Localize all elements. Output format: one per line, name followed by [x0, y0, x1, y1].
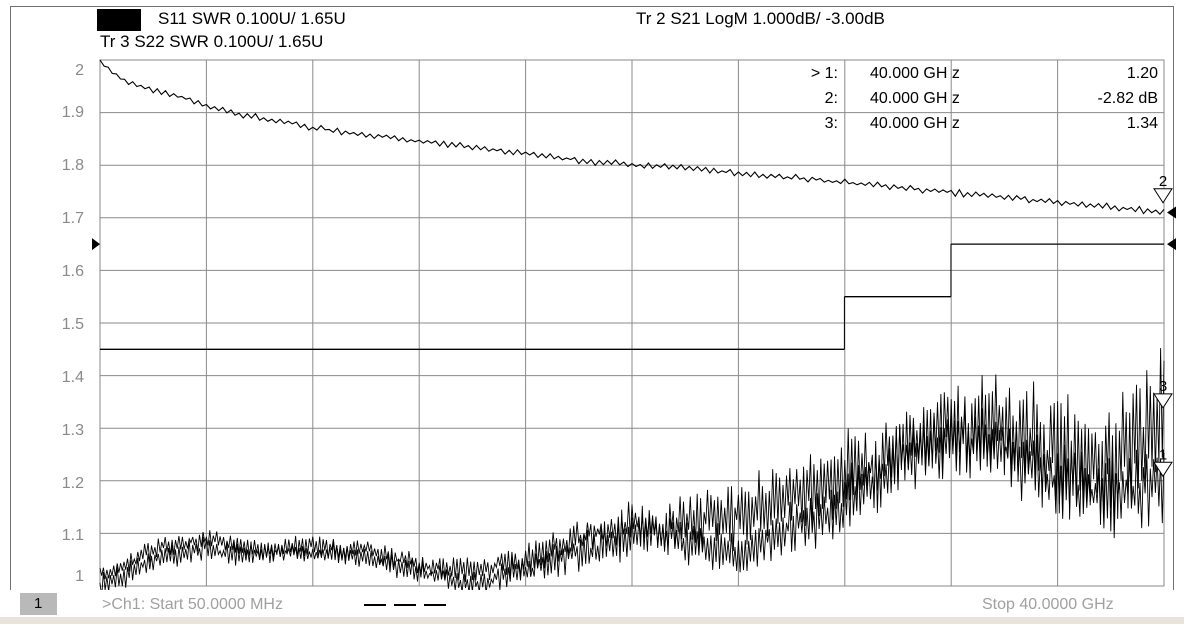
marker-3-value: 1.34: [1126, 115, 1158, 132]
marker-flag: [1153, 188, 1173, 204]
y-tick-label: 2: [75, 62, 84, 79]
marker-flag-label: 3: [1159, 378, 1167, 395]
channel-number-button[interactable]: 1: [20, 593, 57, 615]
trace2-label[interactable]: Tr 2 S21 LogM 1.000dB/ -3.00dB: [636, 9, 885, 28]
plot-area[interactable]: 2 3 1: [0, 0, 1184, 600]
reference-arrow-right: [1167, 206, 1176, 219]
marker-1-name: > 1:: [810, 65, 838, 82]
y-tick-label: 1.7: [61, 210, 84, 227]
start-frequency[interactable]: >Ch1: Start 50.0000 MHz: [102, 596, 283, 613]
marker-3-name: 3:: [824, 115, 838, 132]
y-tick-label: 1.9: [61, 104, 84, 121]
marker-flag: [1153, 461, 1173, 478]
trace1-color-swatch[interactable]: [97, 9, 141, 31]
y-tick-label: 1.6: [61, 263, 84, 280]
ch1-dash-pattern: [364, 604, 452, 606]
y-tick-label: 1: [75, 568, 84, 585]
marker-flag-label: 2: [1159, 173, 1167, 190]
trace1-label[interactable]: S11 SWR 0.100U/ 1.65U: [158, 9, 346, 28]
marker-3-freq: 40.000 GH z: [870, 115, 960, 132]
marker-2-freq: 40.000 GH z: [870, 90, 960, 107]
trace-2-s21: [99, 59, 1165, 216]
marker-flag-label: 1: [1159, 446, 1167, 463]
marker-1-value: 1.20: [1126, 65, 1158, 82]
y-tick-label: 1.8: [61, 157, 84, 174]
y-tick-label: 1.2: [61, 475, 84, 492]
marker-2-name: 2:: [824, 90, 838, 107]
y-tick-label: 1.3: [61, 422, 84, 439]
frame-right: [1173, 6, 1174, 616]
frame-left: [10, 6, 11, 616]
y-tick-label: 1.4: [61, 369, 84, 386]
reference-arrow-left: [92, 238, 100, 251]
marker-2-value: -2.82 dB: [1097, 90, 1158, 107]
stop-frequency[interactable]: Stop 40.0000 GHz: [982, 596, 1114, 613]
y-tick-label: 1.1: [61, 527, 84, 544]
marker-flag: [1153, 393, 1173, 409]
trace-3-s22: [99, 348, 1165, 597]
frame-top: [10, 6, 1173, 7]
trace3-label[interactable]: Tr 3 S22 SWR 0.100U/ 1.65U: [100, 32, 324, 51]
y-tick-label: 1.5: [61, 316, 84, 333]
marker-1-freq: 40.000 GH z: [870, 65, 960, 82]
bottom-strip: [0, 617, 1184, 624]
reference-arrow-right: [1167, 238, 1176, 251]
